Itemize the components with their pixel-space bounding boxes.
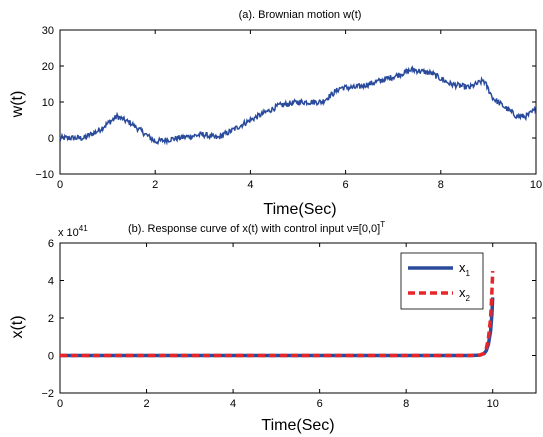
series-line-w	[59, 65, 537, 146]
x-tick-label: 10	[530, 179, 542, 191]
chart-a-y-axis-label: w(t)	[9, 91, 26, 119]
y-tick-label: 10	[42, 97, 54, 109]
chart-b-x-axis-label: Time(Sec)	[261, 417, 334, 434]
y-tick-label: 0	[48, 351, 54, 363]
legend-label-x1-subscript: 1	[466, 269, 471, 278]
x-tick-label: 0	[57, 398, 63, 410]
x-tick-label: 8	[403, 398, 409, 410]
legend-label-x1: x1	[459, 260, 471, 278]
x-tick-label: 2	[152, 179, 158, 191]
y-tick-label: 20	[42, 61, 54, 73]
x-tick-label: 4	[247, 179, 253, 191]
x-tick-label: 8	[438, 179, 444, 191]
chart-b-scale-exponent: 41	[79, 224, 88, 233]
legend-label-x1-name: x	[459, 260, 466, 275]
chart-b-y-ticks: −2 0 2 4 6	[41, 238, 536, 400]
chart-b-y-axis-label: x(t)	[9, 315, 26, 338]
x-tick-label: 2	[143, 398, 149, 410]
y-tick-label: 6	[48, 238, 54, 250]
x-tick-label: 6	[317, 398, 323, 410]
y-tick-label: 2	[48, 313, 54, 325]
chart-a-x-axis-label: Time(Sec)	[263, 201, 336, 218]
chart-a-y-ticks: −10 0 10 20 30	[35, 25, 536, 181]
chart-b-title-superscript: T	[380, 220, 385, 229]
chart-a-series-group	[59, 65, 537, 146]
y-tick-label: 30	[42, 25, 54, 37]
legend-label-x2-name: x	[459, 285, 466, 300]
chart-b-title-main: (b). Response curve of x(t) with control…	[128, 223, 347, 235]
y-tick-label: −10	[35, 169, 54, 181]
x-tick-label: 6	[343, 179, 349, 191]
chart-b-x-ticks: 0 2 4 6 8 10	[57, 243, 499, 410]
series-line-x2	[60, 271, 495, 358]
chart-a: (a). Brownian motion w(t) 0 2 4 6 8 10 −10010…	[9, 9, 542, 218]
y-tick-label: −2	[41, 388, 54, 400]
x-tick-label: 4	[230, 398, 236, 410]
chart-b-title: (b). Response curve of x(t) with control…	[128, 220, 385, 235]
chart-a-title: (a). Brownian motion w(t)	[239, 9, 362, 21]
x-tick-label: 10	[487, 398, 499, 410]
chart-b-series-group	[60, 271, 495, 358]
y-tick-label: 0	[48, 133, 54, 145]
chart-a-x-ticks: 0 2 4 6 8 10	[57, 30, 542, 191]
legend-box	[400, 252, 484, 310]
chart-b-scale-factor: x 1041	[58, 224, 88, 239]
y-tick-label: 4	[48, 276, 54, 288]
chart-b: (b). Response curve of x(t) with control…	[9, 220, 537, 434]
chart-b-title-symbol: ν≡[0,0]	[347, 223, 380, 235]
chart-b-scale-base: x 10	[58, 227, 79, 239]
chart-b-legend: x1 x2	[400, 252, 484, 310]
legend-label-x2: x2	[459, 285, 471, 303]
x-tick-label: 0	[57, 179, 63, 191]
legend-label-x2-subscript: 2	[466, 294, 471, 303]
